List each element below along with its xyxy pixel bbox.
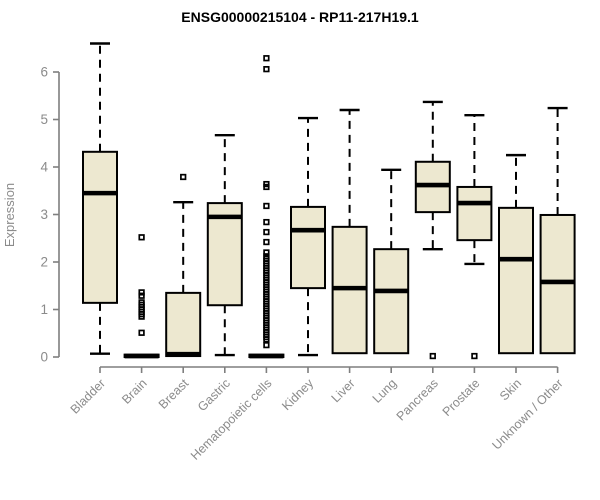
x-tick-label: Kidney xyxy=(279,376,316,413)
outlier-point xyxy=(138,234,145,241)
x-tick-label: Liver xyxy=(329,376,358,405)
y-tick-label: 2 xyxy=(40,255,48,270)
iqr-box xyxy=(82,150,118,304)
y-tick-label: 6 xyxy=(40,65,48,80)
x-tick-label: Hematopoietic cells xyxy=(188,376,275,463)
chart-title: ENSG00000215104 - RP11-217H19.1 xyxy=(181,9,419,25)
iqr-box xyxy=(498,206,534,355)
iqr-box xyxy=(373,248,410,355)
x-tick-label: Prostate xyxy=(440,376,483,419)
x-tick-label: Brain xyxy=(119,376,150,407)
outlier-point xyxy=(263,341,270,349)
y-tick-label: 1 xyxy=(40,302,48,317)
outlier-point xyxy=(138,329,145,336)
outlier-point xyxy=(471,352,478,360)
y-tick-label: 3 xyxy=(40,207,48,222)
x-tick-label: Skin xyxy=(497,376,524,403)
outlier-point xyxy=(263,183,270,191)
outlier-point xyxy=(263,238,270,246)
outlier-point xyxy=(180,173,187,181)
x-tick-label: Pancreas xyxy=(394,376,441,423)
box-kidney xyxy=(290,116,326,357)
y-tick-label: 0 xyxy=(40,350,48,365)
box-gastric xyxy=(206,133,243,357)
iqr-box xyxy=(206,202,243,307)
box-brain xyxy=(123,234,160,359)
outlier-point xyxy=(263,228,270,236)
outlier-point xyxy=(138,313,145,320)
y-tick-label: 5 xyxy=(40,112,48,127)
outlier-point xyxy=(429,352,436,360)
box-skin xyxy=(498,153,534,355)
box-breast xyxy=(165,173,202,358)
iqr-box xyxy=(165,291,202,358)
box-pancreas xyxy=(414,100,451,360)
box-unknown-other xyxy=(539,106,576,355)
x-tick-label: Gastric xyxy=(195,376,233,414)
x-tick-label: Lung xyxy=(370,376,400,406)
outlier-point xyxy=(138,289,145,296)
y-axis-title: Expression xyxy=(2,183,17,247)
x-tick-label: Breast xyxy=(156,376,192,412)
iqr-box xyxy=(290,205,326,290)
box-series xyxy=(82,42,576,360)
outlier-point xyxy=(138,292,145,299)
outlier-point xyxy=(263,55,270,62)
box-lung xyxy=(373,168,410,355)
x-tick-label: Bladder xyxy=(68,376,108,416)
box-bladder xyxy=(82,42,118,355)
outlier-point xyxy=(263,336,270,343)
box-hematopoietic-cells xyxy=(248,55,285,359)
box-prostate xyxy=(456,114,493,360)
y-tick-label: 4 xyxy=(40,160,48,175)
x-tick-label: Unknown / Other xyxy=(489,376,565,452)
box-liver xyxy=(331,108,368,355)
outlier-point xyxy=(263,202,270,210)
outlier-point xyxy=(263,218,270,226)
outlier-point xyxy=(263,65,270,73)
iqr-box xyxy=(456,185,493,242)
